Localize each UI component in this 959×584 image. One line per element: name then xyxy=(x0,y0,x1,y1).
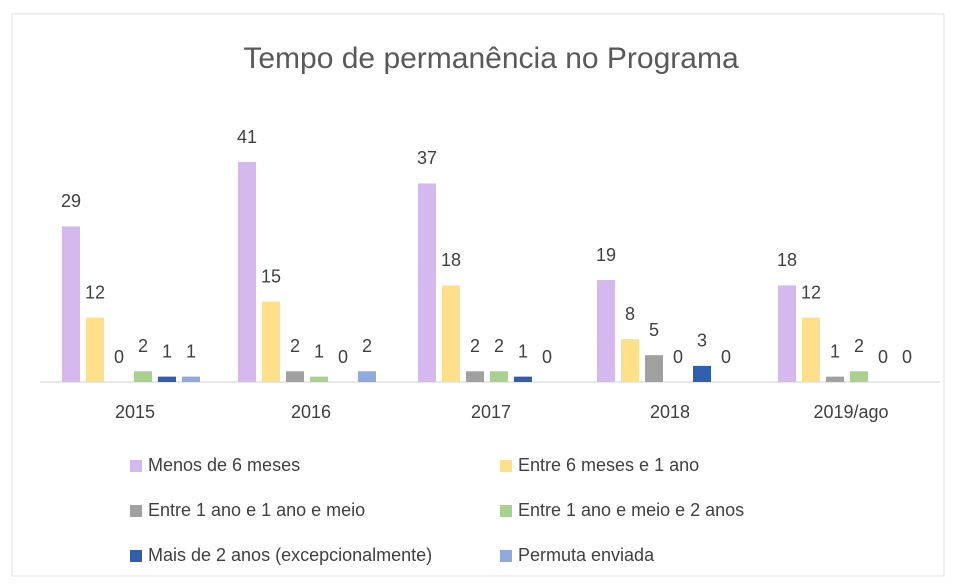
chart-title: Tempo de permanência no Programa xyxy=(243,42,739,75)
legend-swatch xyxy=(500,550,512,562)
legend-swatch xyxy=(500,460,512,472)
data-label: 0 xyxy=(673,347,683,367)
legend-label: Entre 1 ano e meio e 2 anos xyxy=(518,500,744,520)
bar xyxy=(358,371,376,382)
data-label: 1 xyxy=(518,341,528,361)
data-label: 2 xyxy=(290,336,300,356)
bar xyxy=(418,183,436,382)
bar xyxy=(310,376,328,382)
data-label: 18 xyxy=(777,250,797,270)
bar xyxy=(802,317,820,382)
data-label: 0 xyxy=(721,347,731,367)
bar xyxy=(826,376,844,382)
data-label: 2 xyxy=(854,336,864,356)
legend-label: Menos de 6 meses xyxy=(148,455,300,475)
bar xyxy=(86,317,104,382)
data-label: 0 xyxy=(878,347,888,367)
x-tick-label: 2016 xyxy=(291,402,331,422)
data-label: 2 xyxy=(362,336,372,356)
data-label: 1 xyxy=(186,341,196,361)
data-label: 0 xyxy=(338,347,348,367)
bar xyxy=(182,376,200,382)
bar xyxy=(442,285,460,382)
data-label: 0 xyxy=(542,347,552,367)
data-label: 1 xyxy=(162,341,172,361)
data-label: 15 xyxy=(261,266,281,286)
legend-swatch xyxy=(130,505,142,517)
data-label: 2 xyxy=(494,336,504,356)
bar xyxy=(850,371,868,382)
bar xyxy=(238,162,256,382)
bar xyxy=(262,301,280,382)
data-label: 3 xyxy=(697,331,707,351)
legend-label: Permuta enviada xyxy=(518,545,655,565)
data-label: 37 xyxy=(417,148,437,168)
data-label: 29 xyxy=(61,191,81,211)
bar xyxy=(490,371,508,382)
bar xyxy=(134,371,152,382)
data-label: 5 xyxy=(649,320,659,340)
data-label: 41 xyxy=(237,127,257,147)
bar xyxy=(693,365,711,382)
bar xyxy=(621,339,639,382)
bar xyxy=(645,355,663,382)
legend-label: Entre 6 meses e 1 ano xyxy=(518,455,699,475)
x-tick-label: 2017 xyxy=(471,402,511,422)
data-label: 12 xyxy=(85,282,105,302)
legend-swatch xyxy=(130,460,142,472)
data-label: 0 xyxy=(114,347,124,367)
bar xyxy=(286,371,304,382)
data-label: 12 xyxy=(801,282,821,302)
legend-label: Entre 1 ano e 1 ano e meio xyxy=(148,500,365,520)
data-label: 2 xyxy=(470,336,480,356)
data-label: 18 xyxy=(441,250,461,270)
bar xyxy=(158,376,176,382)
bar xyxy=(62,226,80,382)
data-label: 1 xyxy=(314,341,324,361)
bar xyxy=(778,285,796,382)
data-label: 0 xyxy=(902,347,912,367)
bar xyxy=(466,371,484,382)
data-label: 2 xyxy=(138,336,148,356)
legend-swatch xyxy=(500,505,512,517)
legend-label: Mais de 2 anos (excepcionalmente) xyxy=(148,545,432,565)
x-tick-label: 2019/ago xyxy=(813,402,888,422)
bar xyxy=(514,376,532,382)
data-label: 19 xyxy=(596,245,616,265)
x-tick-label: 2015 xyxy=(115,402,155,422)
data-label: 1 xyxy=(830,341,840,361)
x-tick-label: 2018 xyxy=(650,402,690,422)
bar xyxy=(597,280,615,382)
data-label: 8 xyxy=(625,304,635,324)
legend-swatch xyxy=(130,550,142,562)
